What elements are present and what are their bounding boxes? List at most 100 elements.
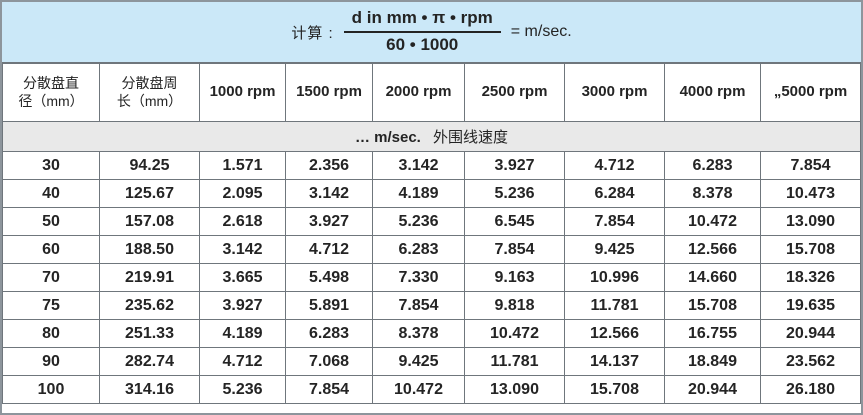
- formula-denominator: 60 • 1000: [386, 35, 459, 54]
- speed-value-cell: 9.818: [464, 291, 565, 320]
- speed-value-cell: 5.236: [464, 179, 565, 208]
- speed-value-cell: 18.326: [760, 263, 861, 292]
- speed-value-cell: 4.189: [199, 319, 286, 348]
- speed-value-cell: 7.330: [372, 263, 465, 292]
- table-body: 30 94.25 1.571 2.356 3.142 3.927 4.712 6.283 7.8…: [2, 151, 861, 404]
- speed-value-cell: 3.142: [285, 179, 373, 208]
- speed-value-cell: 10.472: [464, 319, 565, 348]
- subtitle-cell: … m/sec. 外围线速度: [2, 121, 861, 152]
- speed-value-cell: 4.189: [372, 179, 465, 208]
- speed-value-cell: 11.781: [564, 291, 665, 320]
- speed-value-cell: 3.665: [199, 263, 286, 292]
- diameter-cell: 90: [2, 347, 100, 376]
- speed-value-cell: 5.498: [285, 263, 373, 292]
- speed-value-cell: 7.854: [372, 291, 465, 320]
- table-row: 40 125.67 2.095 3.142 4.189 5.236 6.284 8.378 10…: [2, 179, 861, 208]
- speed-value-cell: 13.090: [760, 207, 861, 236]
- speed-value-cell: 12.566: [564, 319, 665, 348]
- column-header: 分散盘直 径（mm）: [2, 63, 100, 122]
- speed-value-cell: 7.854: [760, 151, 861, 180]
- table-row: 60 188.50 3.142 4.712 6.283 7.854 9.425 12.566 1…: [2, 235, 861, 264]
- speed-value-cell: 3.927: [285, 207, 373, 236]
- speed-value-cell: 13.090: [464, 375, 565, 404]
- speed-value-cell: 18.849: [664, 347, 761, 376]
- circumference-cell: 235.62: [99, 291, 200, 320]
- subtitle-label: 外围线速度: [433, 129, 509, 146]
- column-header: 1500 rpm: [285, 63, 373, 122]
- diameter-cell: 70: [2, 263, 100, 292]
- speed-value-cell: 5.236: [199, 375, 286, 404]
- formula-banner: 计算 : d in mm • π • rpm 60 • 1000 = m/sec…: [2, 2, 861, 63]
- diameter-cell: 75: [2, 291, 100, 320]
- speed-value-cell: 15.708: [564, 375, 665, 404]
- speed-value-cell: 12.566: [664, 235, 761, 264]
- speed-value-cell: 10.472: [372, 375, 465, 404]
- speed-value-cell: 10.996: [564, 263, 665, 292]
- table-row: 80 251.33 4.189 6.283 8.378 10.472 12.566 16.75…: [2, 319, 861, 348]
- header-row: 分散盘直 径（mm） 分散盘周 长（mm） 1000 rpm 1500 rpm 2000…: [2, 63, 861, 122]
- table-row: 75 235.62 3.927 5.891 7.854 9.818 11.781 15.708…: [2, 291, 861, 320]
- circumference-cell: 94.25: [99, 151, 200, 180]
- speed-value-cell: 1.571: [199, 151, 286, 180]
- speed-value-cell: 7.854: [285, 375, 373, 404]
- column-header: 1000 rpm: [199, 63, 286, 122]
- column-header: 分散盘周 长（mm）: [99, 63, 200, 122]
- subtitle-unit: … m/sec.: [354, 129, 421, 146]
- circumference-cell: 251.33: [99, 319, 200, 348]
- speed-value-cell: 20.944: [760, 319, 861, 348]
- formula-prefix: 计算 :: [291, 24, 334, 42]
- diameter-cell: 50: [2, 207, 100, 236]
- table-row: 30 94.25 1.571 2.356 3.142 3.927 4.712 6.283 7.8…: [2, 151, 861, 180]
- speed-value-cell: 3.142: [372, 151, 465, 180]
- speed-value-cell: 4.712: [564, 151, 665, 180]
- speed-value-cell: 3.927: [199, 291, 286, 320]
- table-row: 50 157.08 2.618 3.927 5.236 6.545 7.854 10.472 1…: [2, 207, 861, 236]
- speed-value-cell: 23.562: [760, 347, 861, 376]
- column-header: „5000 rpm: [760, 63, 861, 122]
- speed-value-cell: 2.356: [285, 151, 373, 180]
- speed-value-cell: 14.137: [564, 347, 665, 376]
- speed-value-cell: 26.180: [760, 375, 861, 404]
- circumference-cell: 314.16: [99, 375, 200, 404]
- table-row: 70 219.91 3.665 5.498 7.330 9.163 10.996 14.660…: [2, 263, 861, 292]
- circumference-cell: 157.08: [99, 207, 200, 236]
- speed-value-cell: 5.236: [372, 207, 465, 236]
- column-header: 2000 rpm: [372, 63, 465, 122]
- diameter-cell: 30: [2, 151, 100, 180]
- speed-value-cell: 8.378: [372, 319, 465, 348]
- column-header: 4000 rpm: [664, 63, 761, 122]
- speed-value-cell: 14.660: [664, 263, 761, 292]
- speed-value-cell: 6.284: [564, 179, 665, 208]
- speed-value-cell: 6.283: [285, 319, 373, 348]
- speed-value-cell: 7.068: [285, 347, 373, 376]
- speed-value-cell: 2.618: [199, 207, 286, 236]
- column-header: 2500 rpm: [464, 63, 565, 122]
- speed-value-cell: 15.708: [760, 235, 861, 264]
- speed-value-cell: 7.854: [464, 235, 565, 264]
- speed-value-cell: 4.712: [285, 235, 373, 264]
- speed-value-cell: 4.712: [199, 347, 286, 376]
- speed-value-cell: 9.425: [372, 347, 465, 376]
- formula-fraction: d in mm • π • rpm 60 • 1000: [343, 9, 501, 54]
- speed-value-cell: 20.944: [664, 375, 761, 404]
- speed-value-cell: 3.142: [199, 235, 286, 264]
- diameter-cell: 80: [2, 319, 100, 348]
- diameter-cell: 40: [2, 179, 100, 208]
- speed-value-cell: 10.473: [760, 179, 861, 208]
- circumference-cell: 282.74: [99, 347, 200, 376]
- speed-value-cell: 3.927: [464, 151, 565, 180]
- diameter-cell: 60: [2, 235, 100, 264]
- speed-value-cell: 5.891: [285, 291, 373, 320]
- speed-table: 分散盘直 径（mm） 分散盘周 长（mm） 1000 rpm 1500 rpm 2000…: [2, 63, 861, 404]
- column-header: 3000 rpm: [564, 63, 665, 122]
- speed-value-cell: 6.283: [664, 151, 761, 180]
- speed-value-cell: 11.781: [464, 347, 565, 376]
- speed-value-cell: 16.755: [664, 319, 761, 348]
- circumference-cell: 219.91: [99, 263, 200, 292]
- formula-result: = m/sec.: [510, 23, 572, 40]
- table-row: 90 282.74 4.712 7.068 9.425 11.781 14.137 18.84…: [2, 347, 861, 376]
- speed-value-cell: 10.472: [664, 207, 761, 236]
- speed-value-cell: 2.095: [199, 179, 286, 208]
- speed-value-cell: 6.545: [464, 207, 565, 236]
